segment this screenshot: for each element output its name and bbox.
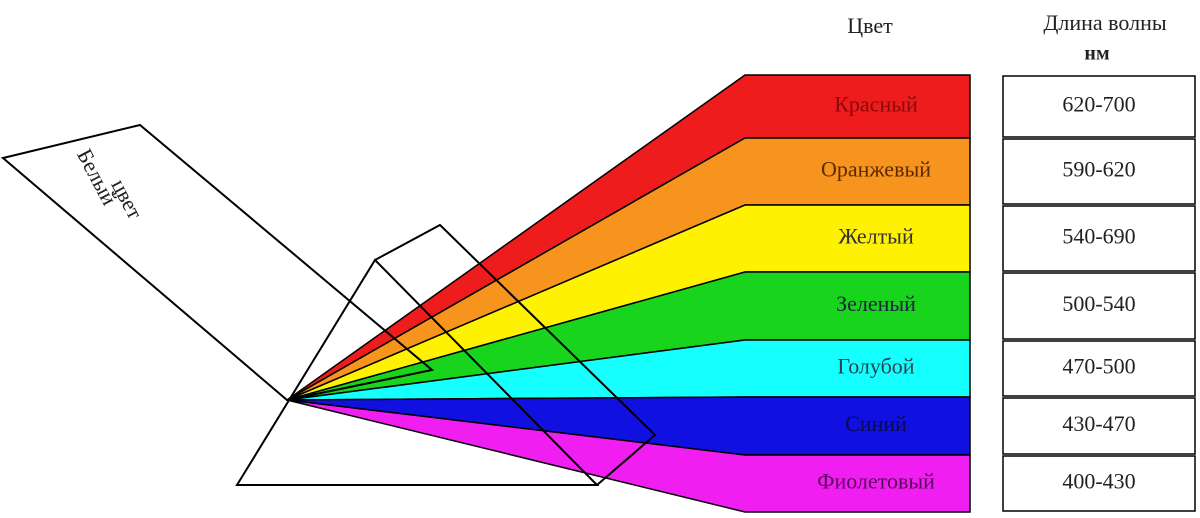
color-name: Красный bbox=[834, 92, 918, 117]
wavelength-range: 470-500 bbox=[1062, 354, 1135, 379]
prism-side bbox=[374, 223, 657, 486]
spectrum-bands: Красный Оранжевый Желтый Зеленый Голубой Сини… bbox=[286, 74, 971, 513]
prism bbox=[235, 258, 600, 486]
table-cell bbox=[1002, 272, 1196, 340]
table-cell bbox=[1002, 397, 1196, 455]
wavelength-header: Длина волны bbox=[1043, 10, 1166, 35]
spectrum-band bbox=[286, 399, 971, 513]
color-header: Цвет bbox=[847, 13, 893, 38]
color-name: Оранжевый bbox=[821, 157, 931, 182]
color-name: Голубой bbox=[837, 354, 914, 379]
table-cell bbox=[1002, 138, 1196, 205]
table-cell bbox=[1002, 75, 1196, 138]
color-name: Желтый bbox=[838, 224, 914, 249]
unit-label: нм bbox=[1084, 43, 1109, 65]
wavelength-range: 500-540 bbox=[1062, 291, 1135, 316]
color-name: Зеленый bbox=[836, 291, 916, 316]
wavelength-range: 540-690 bbox=[1062, 224, 1135, 249]
wavelength-table: 620-700 590-620 540-690 500-540 470-500 430-4… bbox=[1002, 75, 1196, 512]
wavelength-range: 620-700 bbox=[1062, 92, 1135, 117]
table-cell bbox=[1002, 455, 1196, 512]
table-cell bbox=[1002, 340, 1196, 397]
wavelength-range: 400-430 bbox=[1062, 469, 1135, 494]
color-name: Фиолетовый bbox=[817, 469, 935, 494]
table-cell bbox=[1002, 205, 1196, 272]
color-name: Синий bbox=[845, 411, 907, 436]
white-beam bbox=[0, 123, 435, 402]
wavelength-range: 590-620 bbox=[1062, 157, 1135, 182]
wavelength-range: 430-470 bbox=[1062, 411, 1135, 436]
